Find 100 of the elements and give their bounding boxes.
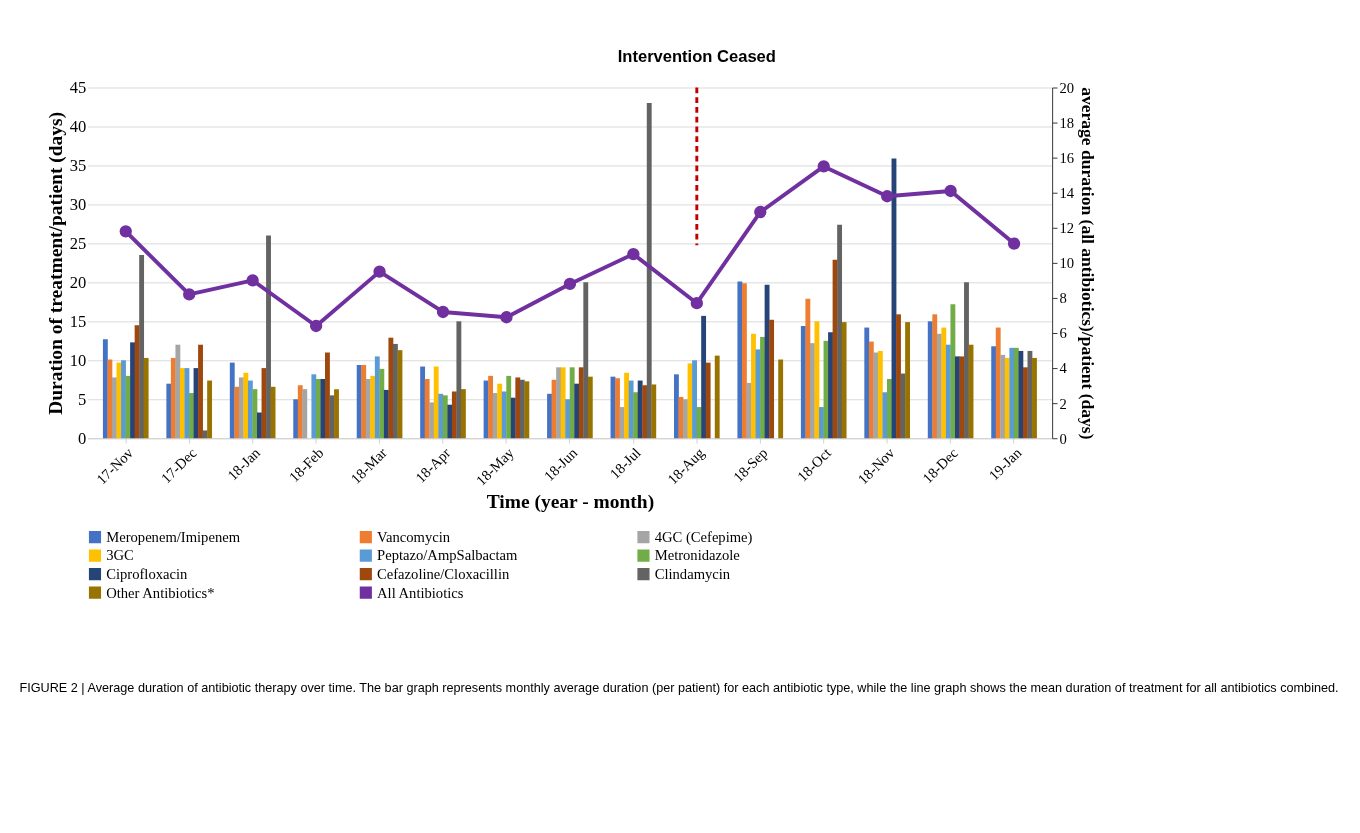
bar xyxy=(506,375,512,439)
bar xyxy=(737,281,743,439)
bar xyxy=(392,343,398,439)
point xyxy=(309,319,323,333)
bar xyxy=(683,399,688,439)
bar xyxy=(388,337,394,439)
legend-label: Vancomycin xyxy=(377,529,451,545)
y-tick-label: 45 xyxy=(69,77,87,97)
y-tick-label: 35 xyxy=(69,155,87,175)
bar xyxy=(361,364,367,439)
legend-label: Peptazo/AmpSalbactam xyxy=(377,547,519,564)
point xyxy=(690,297,703,310)
bar xyxy=(447,404,453,439)
y-tick-label: 20 xyxy=(69,272,87,292)
y2-tick-label: 16 xyxy=(1059,150,1075,167)
bar xyxy=(143,357,149,439)
y2-tick-label: 8 xyxy=(1059,290,1067,307)
point xyxy=(1007,237,1021,250)
y2-tick-label: 4 xyxy=(1059,360,1068,377)
bar xyxy=(524,381,530,439)
bar xyxy=(1000,354,1006,439)
bar xyxy=(583,282,589,439)
legend-label: 3GC xyxy=(106,547,134,564)
bar xyxy=(950,304,956,439)
bar xyxy=(574,383,580,439)
bar xyxy=(556,367,562,439)
bar xyxy=(905,322,910,439)
point xyxy=(881,190,894,203)
bar xyxy=(488,375,494,439)
bar xyxy=(166,383,172,439)
bar xyxy=(819,407,824,439)
bar xyxy=(828,332,833,439)
point xyxy=(563,277,577,291)
y2-axis-title: average duration (all antibiotics)/patient (days) xyxy=(1077,87,1098,440)
bar xyxy=(864,327,870,439)
bar xyxy=(189,393,194,439)
point xyxy=(817,160,830,173)
bar xyxy=(252,389,258,439)
bar xyxy=(121,360,126,439)
y-tick-label: 40 xyxy=(69,116,87,136)
bar xyxy=(877,350,883,439)
bar xyxy=(769,319,775,439)
bar xyxy=(587,376,593,439)
bar xyxy=(646,103,652,439)
bar xyxy=(751,333,756,439)
y2-tick-label: 18 xyxy=(1059,114,1075,131)
point xyxy=(754,205,767,219)
bar xyxy=(243,372,249,439)
bar xyxy=(547,393,552,439)
bar xyxy=(311,374,317,439)
y-axis-title: Duration of treatment/patient (days) xyxy=(44,111,67,415)
bar xyxy=(1022,367,1028,439)
bar xyxy=(438,393,444,439)
bar xyxy=(1032,357,1037,439)
y2-tick-label: 10 xyxy=(1059,255,1075,272)
y2-tick-label: 6 xyxy=(1059,325,1067,342)
point xyxy=(500,311,513,324)
bar xyxy=(257,412,262,439)
bar xyxy=(302,389,308,439)
y2-tick-label: 20 xyxy=(1059,79,1075,96)
bar xyxy=(778,359,784,439)
bar xyxy=(651,384,657,439)
bar xyxy=(991,346,997,439)
y-tick-label: 15 xyxy=(69,311,87,331)
bar xyxy=(692,360,697,439)
bar xyxy=(497,383,503,439)
bar xyxy=(560,367,566,439)
bar xyxy=(460,389,466,439)
bar xyxy=(841,322,847,439)
legend-label: Other Antibiotics* xyxy=(106,584,215,601)
bar xyxy=(456,321,462,439)
point xyxy=(183,288,196,301)
bar xyxy=(429,402,435,439)
legend-label: Cefazoline/Cloxacillin xyxy=(377,566,510,583)
bar xyxy=(565,399,571,439)
bar xyxy=(207,380,213,439)
bar xyxy=(760,336,765,439)
bar xyxy=(111,377,117,439)
bar xyxy=(370,375,376,439)
bar xyxy=(642,385,648,439)
y-tick-label: 30 xyxy=(69,194,87,214)
bar xyxy=(320,379,326,439)
bar xyxy=(325,352,330,439)
bar xyxy=(741,283,747,439)
bar xyxy=(705,362,711,439)
bar xyxy=(266,235,271,439)
bar xyxy=(837,224,843,439)
bar xyxy=(887,379,892,439)
bar xyxy=(293,399,299,439)
y2-tick-label: 12 xyxy=(1059,220,1075,237)
bar xyxy=(805,298,811,439)
legend-label: All Antibiotics xyxy=(377,584,464,601)
bar xyxy=(941,327,947,439)
y-tick-label: 0 xyxy=(77,428,87,448)
legend-label: Metronidazole xyxy=(654,547,740,564)
bar xyxy=(624,372,629,439)
bar xyxy=(814,321,820,439)
y-tick-label: 25 xyxy=(69,233,87,253)
bar xyxy=(1009,347,1015,439)
bar xyxy=(175,344,181,439)
